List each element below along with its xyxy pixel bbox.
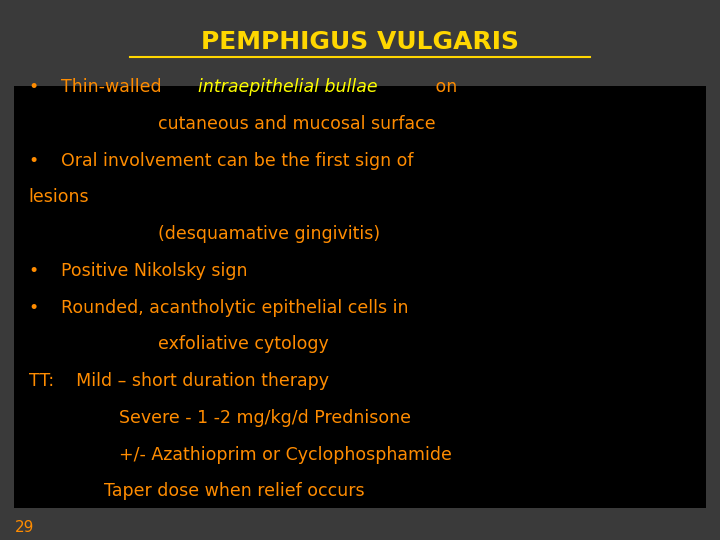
Text: Taper dose when relief occurs: Taper dose when relief occurs xyxy=(104,482,365,500)
Text: lesions: lesions xyxy=(29,188,89,206)
Text: TT:    Mild – short duration therapy: TT: Mild – short duration therapy xyxy=(29,372,329,390)
Text: +/- Azathioprim or Cyclophosphamide: +/- Azathioprim or Cyclophosphamide xyxy=(119,446,451,463)
Text: Oral involvement can be the first sign of: Oral involvement can be the first sign o… xyxy=(61,152,414,170)
Text: intraepithelial bullae: intraepithelial bullae xyxy=(198,78,378,96)
Text: •: • xyxy=(29,152,39,170)
FancyBboxPatch shape xyxy=(14,86,706,508)
Text: Thin-walled: Thin-walled xyxy=(61,78,167,96)
Text: exfoliative cytology: exfoliative cytology xyxy=(158,335,329,353)
Text: •: • xyxy=(29,78,39,96)
Text: •: • xyxy=(29,262,39,280)
Text: •: • xyxy=(29,299,39,316)
Text: (desquamative gingivitis): (desquamative gingivitis) xyxy=(158,225,381,243)
Text: 29: 29 xyxy=(14,519,34,535)
Text: PEMPHIGUS VULGARIS: PEMPHIGUS VULGARIS xyxy=(201,30,519,53)
Text: Rounded, acantholytic epithelial cells in: Rounded, acantholytic epithelial cells i… xyxy=(61,299,409,316)
Text: Severe - 1 -2 mg/kg/d Prednisone: Severe - 1 -2 mg/kg/d Prednisone xyxy=(119,409,411,427)
Text: cutaneous and mucosal surface: cutaneous and mucosal surface xyxy=(158,115,436,133)
Text: on: on xyxy=(430,78,457,96)
Text: Positive Nikolsky sign: Positive Nikolsky sign xyxy=(61,262,248,280)
